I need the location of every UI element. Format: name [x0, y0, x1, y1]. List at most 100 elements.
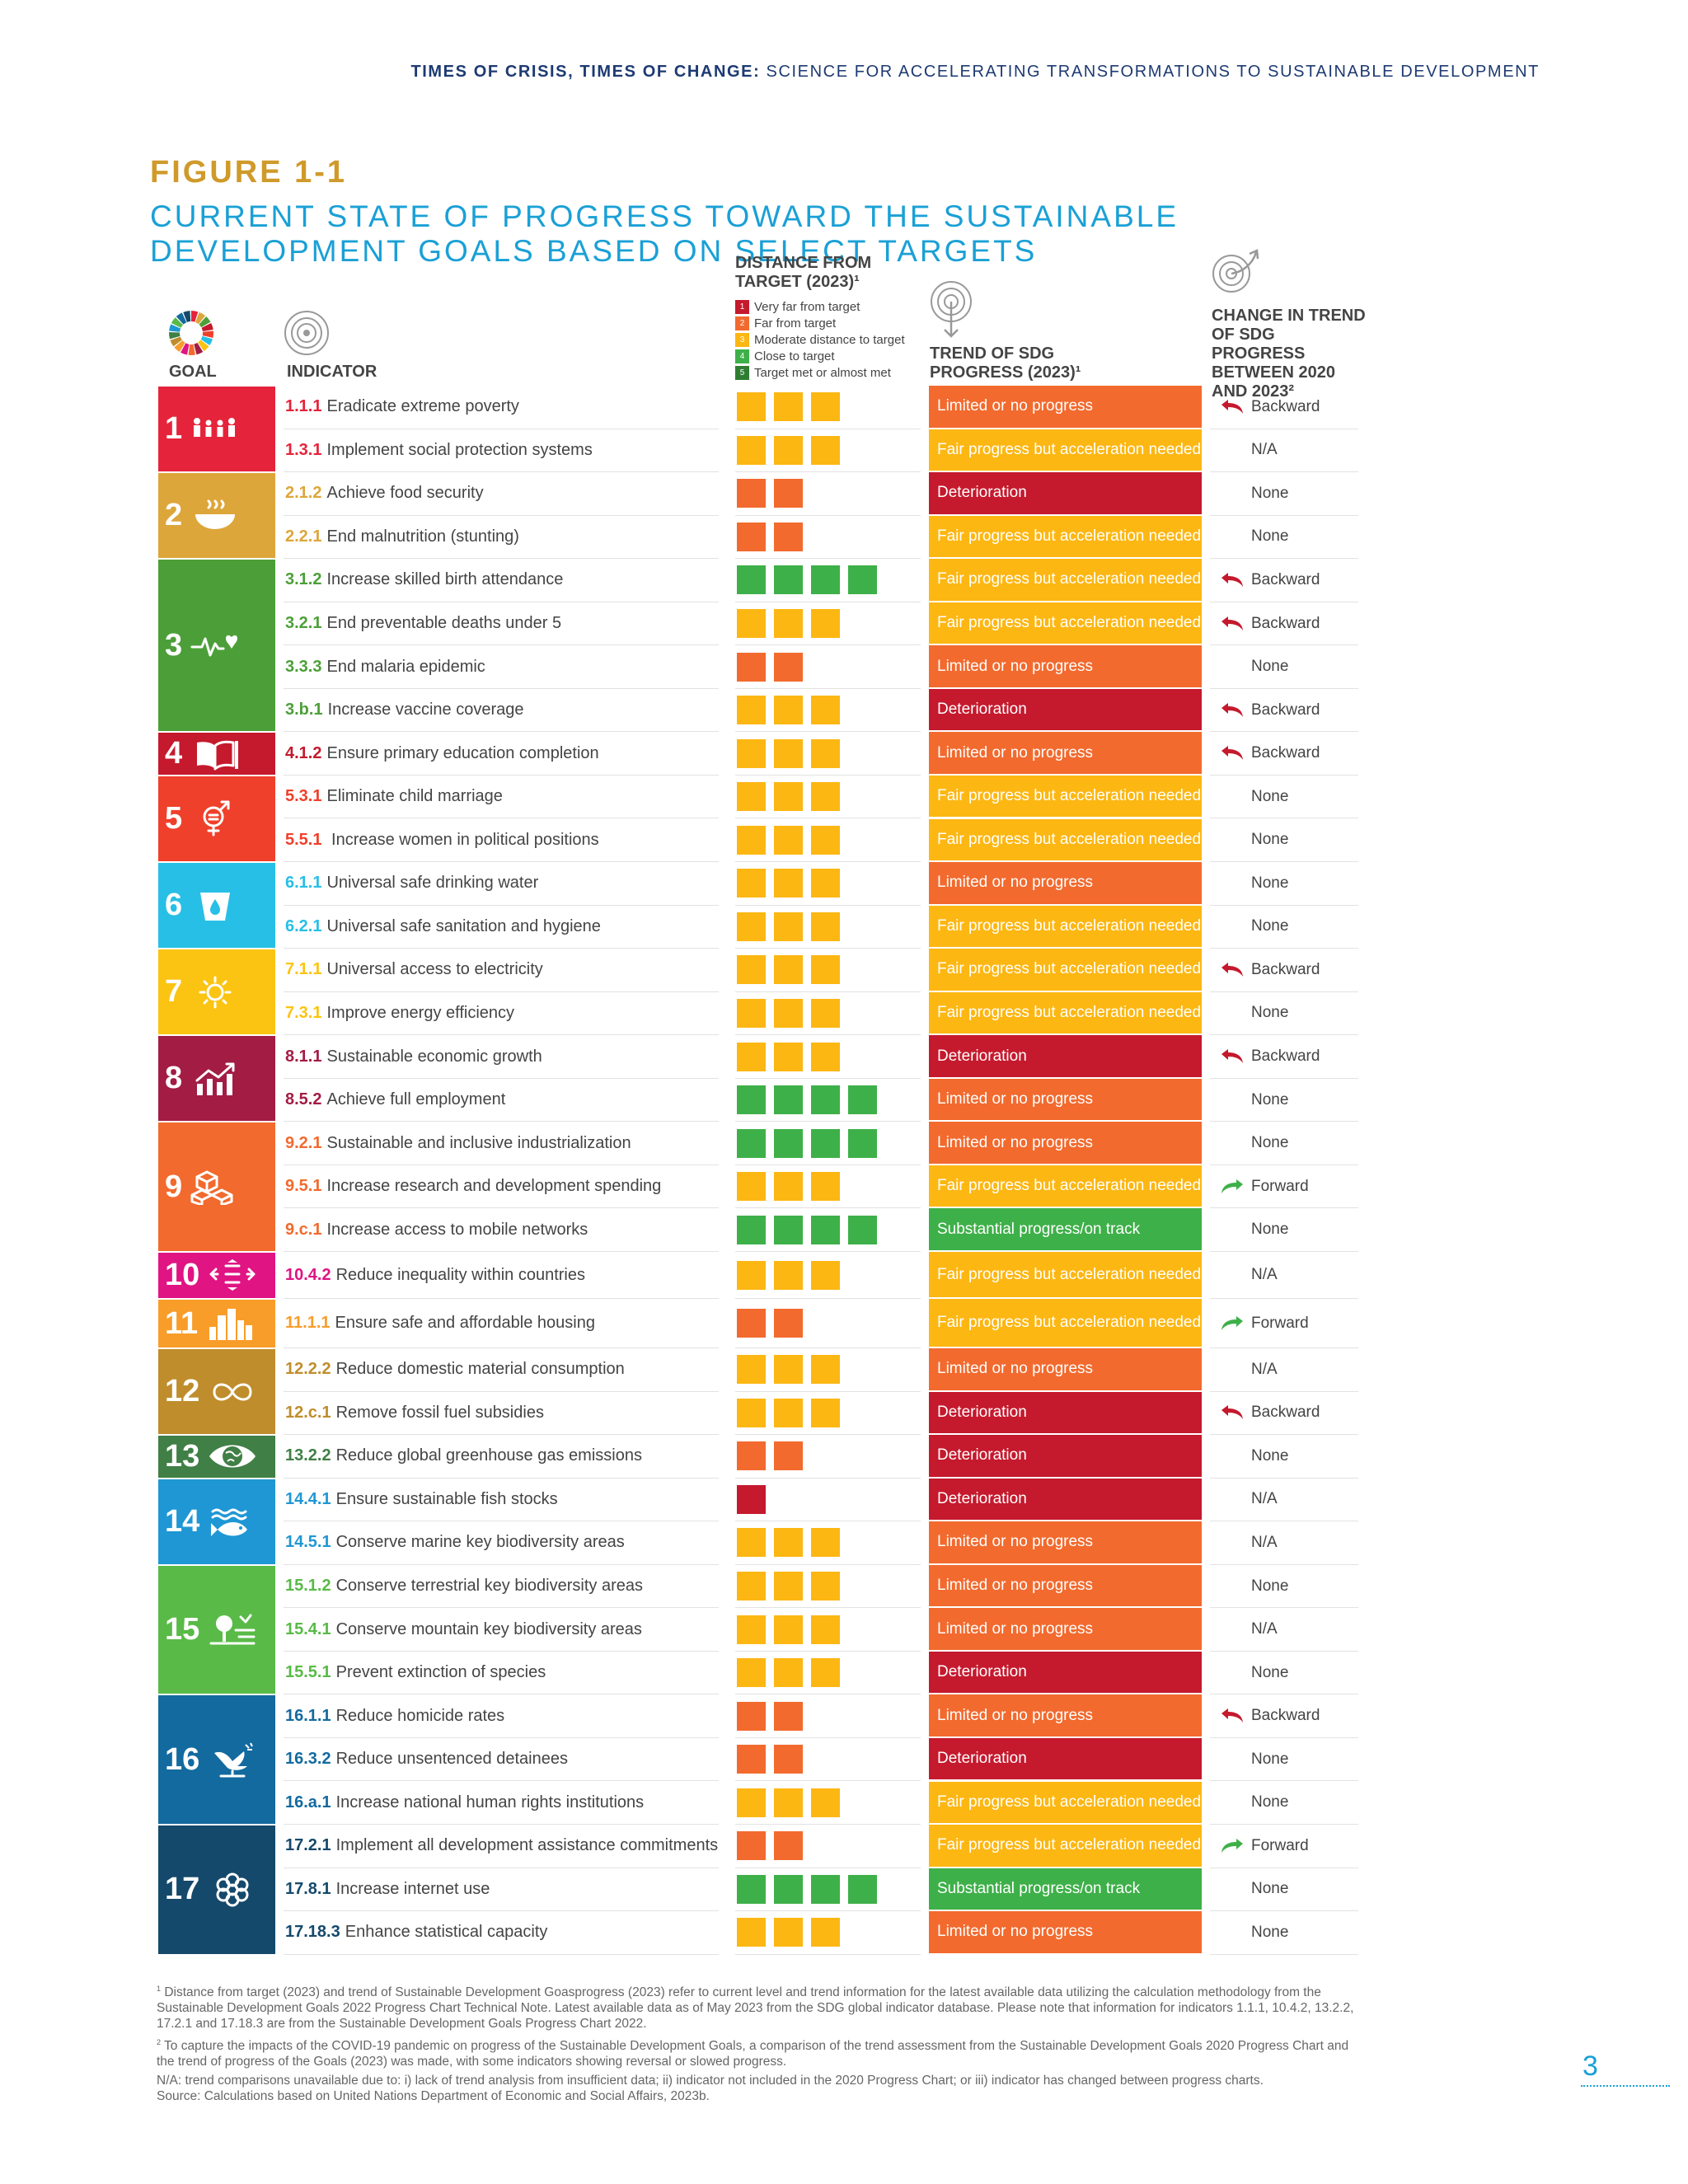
- distance-square: [774, 565, 803, 595]
- trend-cell: Deterioration: [929, 688, 1202, 733]
- indicator-cell: 9.c.1 Increase access to mobile networks: [284, 1208, 719, 1252]
- trend-cell: Limited or no progress: [929, 1078, 1202, 1122]
- distance-cell: [735, 819, 921, 863]
- table-row: 4.1.2 Ensure primary education completion…: [158, 732, 1358, 776]
- change-cell: Backward: [1210, 1035, 1358, 1079]
- indicator-cell: 13.2.2 Reduce global greenhouse gas emiss…: [284, 1435, 719, 1479]
- indicator-text: Remove fossil fuel subsidies: [335, 1403, 544, 1422]
- distance-square: [811, 782, 840, 812]
- distance-square: [737, 1309, 766, 1338]
- trend-cell: Limited or no progress: [929, 732, 1202, 776]
- distance-cell: [735, 1165, 921, 1209]
- distance-square: [774, 1658, 803, 1688]
- change-text: Forward: [1251, 1314, 1309, 1332]
- distance-cell: [735, 1652, 921, 1695]
- trend-cell: Limited or no progress: [929, 1564, 1202, 1609]
- distance-column-header: DISTANCE FROM TARGET (2023)¹: [735, 254, 872, 291]
- trend-cell: Deterioration: [929, 1737, 1202, 1782]
- distance-square: [811, 1260, 840, 1290]
- backward-arrow-icon: [1221, 702, 1243, 717]
- target-icon: [284, 311, 329, 355]
- change-text: None: [1251, 831, 1289, 849]
- table-row: 3.1.2 Increase skilled birth attendance Fa…: [158, 559, 1358, 602]
- distance-cell: [735, 559, 921, 602]
- goal-8-block: 8: [158, 1036, 275, 1122]
- change-cell: None: [1210, 1565, 1358, 1609]
- trend-cell: Fair progress but acceleration needed: [929, 1299, 1202, 1348]
- indicator-text: End malnutrition (stunting): [326, 527, 519, 546]
- change-cell: None: [1210, 906, 1358, 949]
- indicator-code: 16.3.2: [285, 1750, 331, 1769]
- table-row: 2.2.1 End malnutrition (stunting) Fair pro…: [158, 515, 1358, 560]
- distance-square: [737, 869, 766, 898]
- indicator-cell: 1.1.1 Eradicate extreme poverty: [284, 386, 719, 429]
- sdg-wheel-icon: [169, 311, 213, 355]
- distance-square: [774, 1215, 803, 1244]
- distance-square: [774, 782, 803, 812]
- change-text: None: [1251, 1090, 1289, 1108]
- table-row: 6.2.1 Universal safe sanitation and hygie…: [158, 905, 1358, 949]
- distance-cell: [735, 949, 921, 992]
- goal-number: 6: [165, 888, 183, 923]
- change-text: Backward: [1251, 614, 1320, 632]
- distance-cell: [735, 1911, 921, 1955]
- distance-square: [737, 782, 766, 812]
- indicator-cell: 11.1.1 Ensure safe and affordable housing: [284, 1299, 719, 1348]
- distance-square: [774, 435, 803, 465]
- change-cell: None: [1210, 1079, 1358, 1122]
- goal-number: 10: [165, 1258, 200, 1292]
- indicator-text: Sustainable and inclusive industrializat…: [326, 1133, 631, 1152]
- table-row: 16.3.2 Reduce unsentenced detainees Deteri…: [158, 1737, 1358, 1782]
- table-row: 9.2.1 Sustainable and inclusive industria…: [158, 1122, 1358, 1165]
- distance-square: [737, 435, 766, 465]
- goal-17-block: 17: [158, 1825, 275, 1954]
- tree-icon: [209, 1614, 256, 1645]
- distance-square: [774, 479, 803, 509]
- table-row: 9.c.1 Increase access to mobile networks S…: [158, 1208, 1358, 1252]
- indicator-cell: 2.2.1 End malnutrition (stunting): [284, 516, 719, 560]
- distance-square: [811, 955, 840, 985]
- indicator-cell: 17.2.1 Implement all development assistan…: [284, 1825, 719, 1868]
- change-text: Backward: [1251, 1047, 1320, 1066]
- table-row: 5.5.1 Increase women in political positi…: [158, 818, 1358, 863]
- indicator-text: Increase internet use: [335, 1879, 490, 1898]
- indicator-code: 12.c.1: [285, 1403, 331, 1422]
- legend-swatch: 4: [735, 349, 749, 363]
- table-row: 13.2.2 Reduce global greenhouse gas emiss…: [158, 1435, 1358, 1479]
- change-text: None: [1251, 527, 1289, 546]
- table-row: 2.1.2 Achieve food security Deterioration N…: [158, 472, 1358, 516]
- change-text: None: [1251, 917, 1289, 935]
- table-row: 3.b.1 Increase vaccine coverage Deteriorat…: [158, 688, 1358, 733]
- change-cell: None: [1210, 1868, 1358, 1912]
- distance-cell: [735, 1035, 921, 1079]
- indicator-text: Increase national human rights instituti…: [335, 1793, 645, 1811]
- equality-icon: [209, 1258, 256, 1291]
- figure-label: FIGURE 1-1: [150, 155, 348, 190]
- trend-cell: Fair progress but acceleration needed: [929, 818, 1202, 863]
- distance-cell: [735, 1868, 921, 1912]
- trend-cell: Limited or no progress: [929, 1694, 1202, 1738]
- distance-square: [811, 609, 840, 639]
- change-text: N/A: [1251, 441, 1278, 459]
- indicator-text: Reduce domestic material consumption: [335, 1360, 625, 1379]
- change-cell: None: [1210, 516, 1358, 560]
- indicator-code: 1.3.1: [285, 440, 322, 459]
- goal-12-block: 12: [158, 1349, 275, 1435]
- distance-cell: [735, 1299, 921, 1348]
- distance-square: [811, 825, 840, 855]
- change-text: N/A: [1251, 1360, 1278, 1378]
- indicator-cell: 15.4.1 Conserve mountain key biodiversity…: [284, 1608, 719, 1652]
- distance-cell: [735, 1122, 921, 1165]
- trend-cell: Fair progress but acceleration needed: [929, 515, 1202, 560]
- trend-cell: Deterioration: [929, 1035, 1202, 1079]
- distance-cell: [735, 1208, 921, 1252]
- table-row: 12.2.2 Reduce domestic material consumpti…: [158, 1348, 1358, 1392]
- change-cell: Backward: [1210, 386, 1358, 429]
- indicator-cell: 4.1.2 Ensure primary education completion: [284, 732, 719, 776]
- distance-square: [737, 1615, 766, 1644]
- trend-cell: Fair progress but acceleration needed: [929, 775, 1202, 819]
- goal-number: 12: [165, 1374, 200, 1409]
- legend-label: Target met or almost met: [754, 365, 891, 380]
- table-row: 7.3.1 Improve energy efficiency Fair progr…: [158, 991, 1358, 1036]
- change-column-header: CHANGE IN TREND OF SDG PROGRESS BETWEEN …: [1212, 307, 1366, 401]
